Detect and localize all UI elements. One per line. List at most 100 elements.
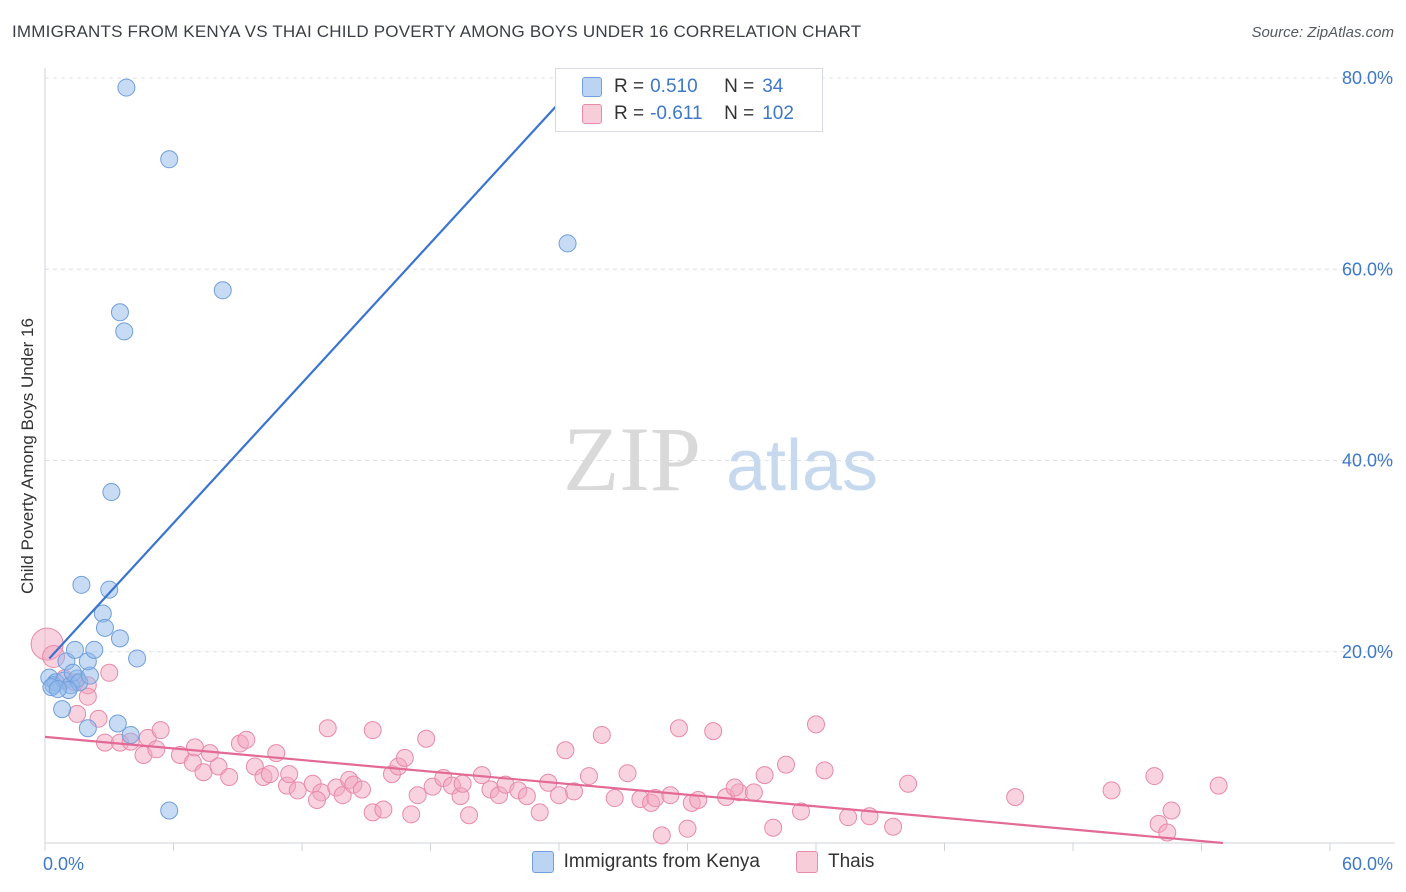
thai-point [618,764,637,783]
thai-point [1162,801,1181,820]
thai-point [517,787,536,806]
kenya-point [95,618,114,637]
y-tick-label: 20.0% [1342,642,1393,662]
x-tick-label: 0.0% [43,854,84,874]
kenya-point [128,649,147,668]
kenya-point [213,281,232,300]
thai-point [288,781,307,800]
legend-r-value: -0.611 [650,103,703,124]
thai-point [453,774,472,793]
thai-point [147,740,166,759]
y-tick-label: 40.0% [1342,451,1393,471]
thai-point [704,722,723,741]
legend-n-value: 102 [762,103,794,124]
kenya-point [110,303,129,322]
thai-point [564,782,583,801]
axes [44,68,1395,851]
grid-lines [45,77,1395,653]
thai-point [777,755,796,774]
thai-point [402,805,421,824]
kenya-point [78,719,97,738]
thai-point [884,817,903,836]
watermark-zip: ZIP [563,408,701,510]
watermark: ZIP atlas [563,408,878,510]
correlation-legend: R = 0.510 N = 34 R = -0.611 N = 102 [555,68,823,132]
thai-point [725,778,744,797]
thai-point [68,704,87,723]
thai-point [661,786,680,805]
legend-row-kenya: R = 0.510 N = 34 [582,74,783,100]
thai-point [417,729,436,748]
kenya-point [65,640,84,659]
thai-point [744,783,763,802]
kenya-point [558,234,577,253]
thai-point [755,766,774,785]
kenya-point [160,150,179,169]
thai-point [333,786,352,805]
thai-point [260,765,279,784]
tick-labels: 20.0% 40.0% 60.0% 80.0% 0.0% 60.0% [43,68,1393,874]
thai-point [652,826,671,845]
legend-swatch-thais [795,851,818,873]
legend-swatch-kenya [582,77,602,97]
thai-point [592,725,611,744]
legend-row-thais: R = -0.611 N = 102 [582,101,794,127]
source-credit: Source: ZipAtlas.com [1251,24,1394,41]
thai-point [764,818,783,837]
thai-trend-line [44,735,1224,845]
thai-point [1209,776,1228,795]
kenya-point [48,680,67,699]
y-tick-label: 80.0% [1342,68,1393,88]
thai-point [408,786,427,805]
watermark-atlas: atlas [726,426,878,506]
thai-point [100,663,119,682]
thai-point [220,768,239,787]
thai-point [395,748,414,767]
thai-point [807,715,825,734]
kenya-point [115,322,134,341]
thai-point [792,802,811,821]
trend-lines [44,90,1224,845]
chart-title: IMMIGRANTS FROM KENYA VS THAI CHILD POVE… [12,22,862,41]
legend-r-label: R = [614,76,645,97]
legend-r-value: 0.510 [650,76,698,97]
kenya-point [117,78,136,97]
thai-point [678,819,697,838]
legend-n-label: N = [724,76,755,97]
thai-point [194,763,213,782]
thai-point [185,738,204,757]
thai-point [1006,788,1025,807]
thai-point [579,767,598,786]
legend-r-label: R = [614,103,645,124]
thai-point [605,789,624,808]
legend-item-thais[interactable]: Thais [795,851,875,873]
thai-point [689,790,708,809]
legend-n-label: N = [724,103,755,124]
thai-point [556,741,575,760]
thai-point [550,786,568,805]
data-points [30,78,1228,845]
kenya-trend-line [48,90,571,660]
thai-point [669,719,688,738]
thai-point [363,721,382,740]
thai-point [78,687,97,706]
thai-point [1145,767,1164,786]
thai-point [1102,781,1121,800]
kenya-point [121,725,140,744]
thai-point [280,765,299,784]
legend-swatch-thais [582,104,602,124]
thai-point [151,721,170,740]
thai-point [815,761,834,780]
thai-point [352,780,371,799]
kenya-point [100,580,119,599]
x-tick-label: 60.0% [1342,854,1393,874]
y-tick-label: 60.0% [1342,259,1393,279]
thai-point [374,800,393,819]
kenya-point [102,483,121,502]
legend-item-kenya[interactable]: Immigrants from Kenya [531,851,760,873]
legend-label-thais: Thais [827,851,875,872]
kenya-point [85,640,104,659]
thai-point [209,757,228,776]
thai-point [318,719,337,738]
